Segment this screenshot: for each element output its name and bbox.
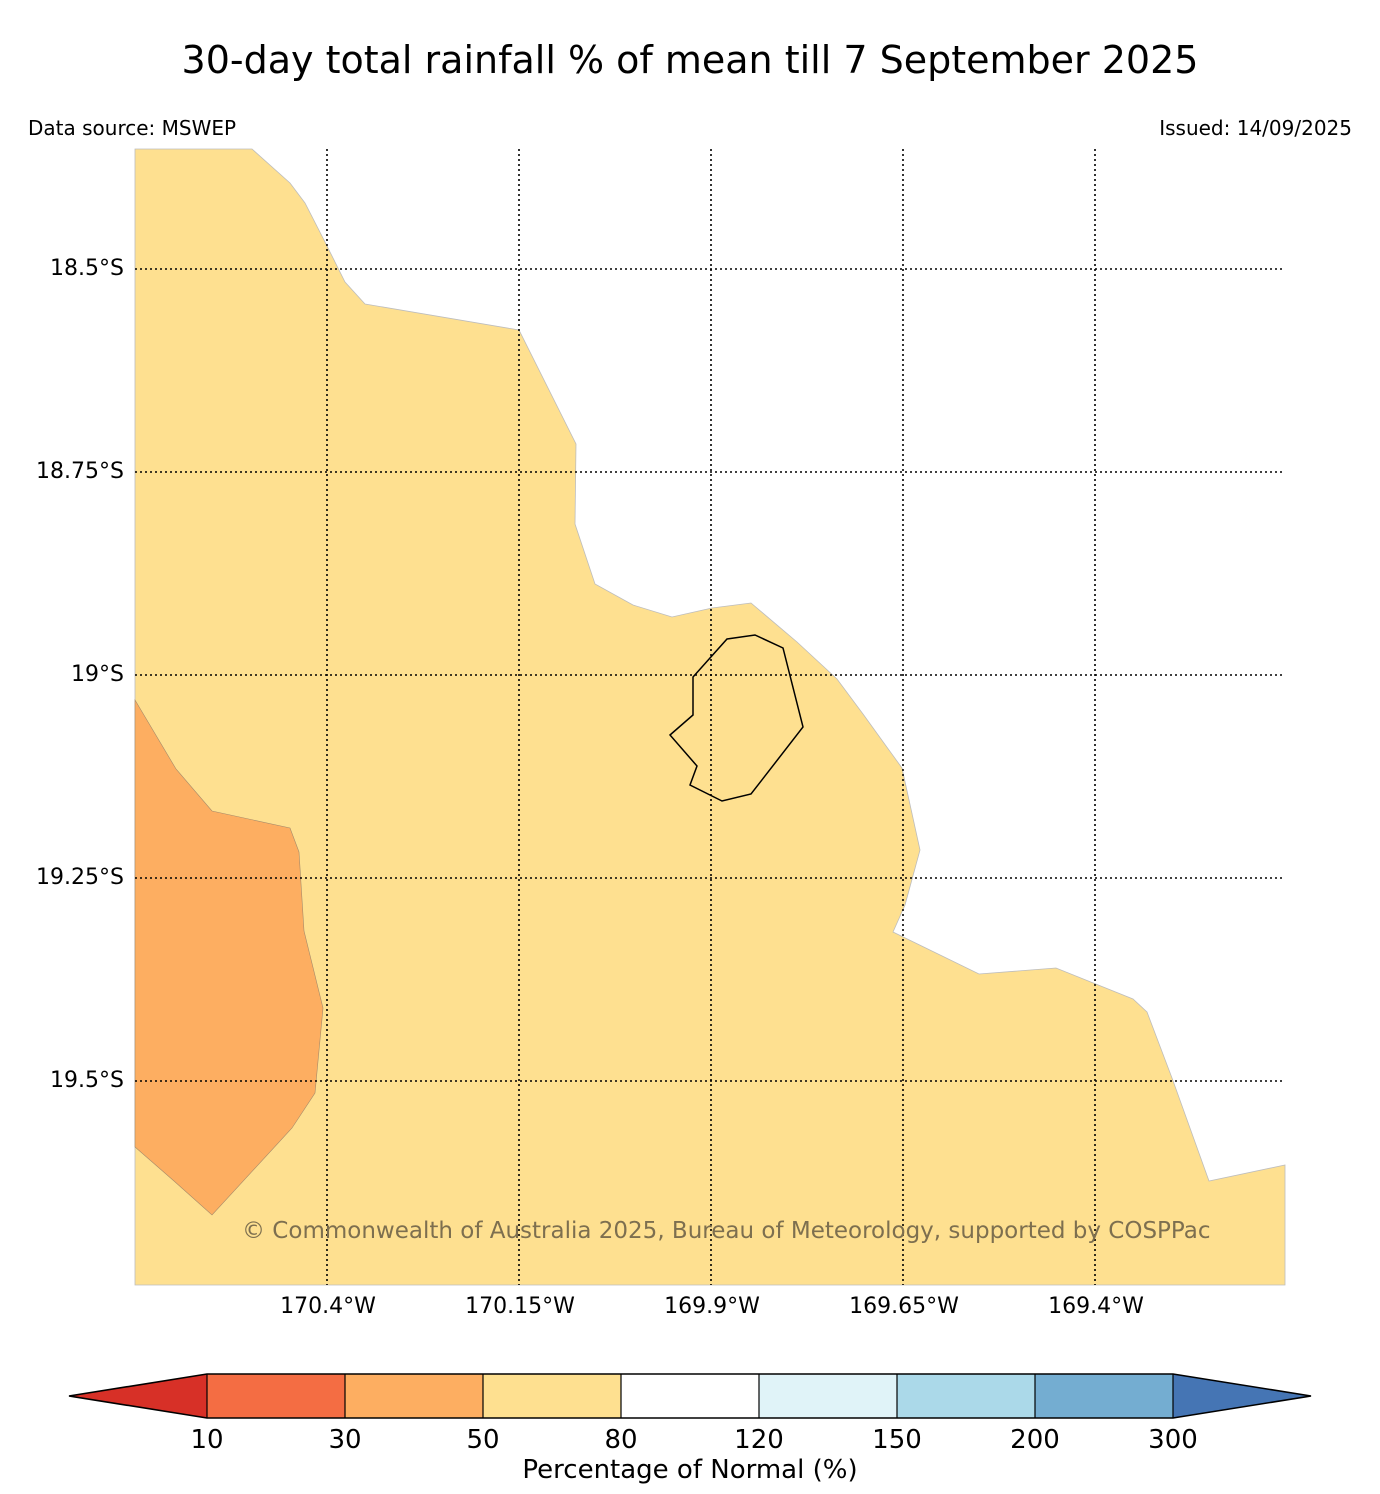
colorbar-tick: 200 xyxy=(1010,1425,1060,1455)
graticule xyxy=(135,149,1285,1285)
colorbar-extend-low xyxy=(69,1374,207,1418)
lat-label-1: 18.5°S xyxy=(50,256,124,281)
lat-label-5: 19.5°S xyxy=(50,1068,124,1093)
colorbar-extend-high xyxy=(1173,1374,1311,1418)
colorbar-segment xyxy=(207,1374,345,1418)
colorbar-tick: 80 xyxy=(604,1425,638,1455)
colorbar-tick: 10 xyxy=(190,1425,224,1455)
colorbar-segment xyxy=(345,1374,483,1418)
lat-label-4: 19.25°S xyxy=(36,865,124,890)
lat-label-3: 19°S xyxy=(71,662,124,687)
rainfall-map xyxy=(134,148,1286,1286)
rainfall-region-30-50 xyxy=(134,698,324,1216)
copyright-notice: © Commonwealth of Australia 2025, Bureau… xyxy=(242,1218,1211,1244)
rainfall-region-50-80 xyxy=(134,148,1286,1286)
colorbar xyxy=(68,1373,1312,1419)
colorbar-tick: 50 xyxy=(466,1425,500,1455)
colorbar-segment xyxy=(1035,1374,1173,1418)
lon-label-4: 169.65°W xyxy=(849,1294,959,1319)
colorbar-segment xyxy=(759,1374,897,1418)
map-title: 30-day total rainfall % of mean till 7 S… xyxy=(181,38,1199,82)
island-outline xyxy=(668,634,804,802)
lat-label-2: 18.75°S xyxy=(36,459,124,484)
colorbar-tick: 150 xyxy=(872,1425,922,1455)
lon-label-3: 169.9°W xyxy=(664,1294,760,1319)
colorbar-title: Percentage of Normal (%) xyxy=(522,1455,858,1485)
issued-date-label: Issued: 14/09/2025 xyxy=(1159,116,1352,140)
data-source-label: Data source: MSWEP xyxy=(28,116,237,140)
colorbar-tick: 300 xyxy=(1148,1425,1198,1455)
lon-label-1: 170.4°W xyxy=(280,1294,376,1319)
lon-label-2: 170.15°W xyxy=(465,1294,575,1319)
colorbar-tick: 120 xyxy=(734,1425,784,1455)
colorbar-segment xyxy=(897,1374,1035,1418)
colorbar-segment xyxy=(483,1374,621,1418)
colorbar-segment xyxy=(621,1374,759,1418)
lon-label-5: 169.4°W xyxy=(1048,1294,1144,1319)
colorbar-tick: 30 xyxy=(328,1425,362,1455)
